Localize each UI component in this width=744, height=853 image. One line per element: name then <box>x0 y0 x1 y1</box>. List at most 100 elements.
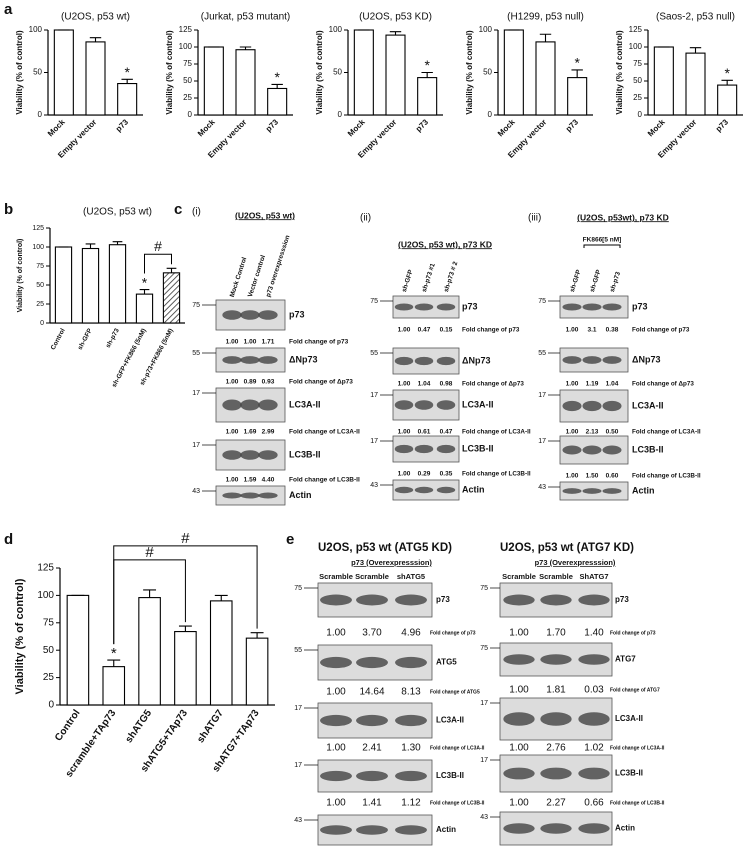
fold-value: 2.99 <box>262 429 275 436</box>
blot-band <box>436 400 456 410</box>
x-tick-label: Control <box>50 327 67 351</box>
bracket-label: # <box>181 530 190 547</box>
lane-label: Scramble <box>539 572 573 581</box>
protein-label: Actin <box>615 824 635 833</box>
significance-star: * <box>111 645 117 662</box>
y-tick-label: 100 <box>329 25 343 34</box>
y-tick-label: 0 <box>188 110 193 119</box>
blot-band <box>395 656 427 669</box>
blot-band <box>414 486 434 494</box>
size-marker: 17 <box>192 442 200 449</box>
blot-band <box>240 492 260 499</box>
protein-label: ATG5 <box>436 658 457 667</box>
x-tick-label: shATG7 <box>195 708 226 745</box>
treatment-label: p73 (Overexpresssion) <box>535 558 616 567</box>
fold-label: Fold change of p73 <box>430 630 476 636</box>
fold-label: Fold change of ATG5 <box>430 689 480 695</box>
size-marker: 75 <box>294 585 302 592</box>
y-axis-label: Viability (% of control) <box>14 578 26 694</box>
error-bar <box>178 625 192 632</box>
error-bar <box>107 659 121 667</box>
blot-band <box>394 400 414 410</box>
blot-band <box>320 770 352 782</box>
fold-value: 0.89 <box>244 379 257 386</box>
bracket-label: # <box>154 238 162 254</box>
blot-band <box>258 450 278 460</box>
x-tick-label: Mock <box>646 117 667 138</box>
blot-band <box>503 767 535 780</box>
bar <box>53 29 74 116</box>
blot-band <box>240 450 260 460</box>
treatment-label: p73 (Overexpresssion) <box>351 558 432 567</box>
blot-band <box>320 594 352 606</box>
x-tick-label: sh-p73 <box>105 327 121 349</box>
blot-band <box>503 654 535 665</box>
significance-star: * <box>274 69 280 85</box>
blot-band <box>578 712 610 726</box>
blot-band <box>414 303 434 311</box>
y-tick-label: 50 <box>333 68 342 77</box>
protein-label: ΔNp73 <box>289 354 317 364</box>
error-bar <box>166 267 177 273</box>
protein-label: LC3A-II <box>632 400 664 410</box>
blot-band <box>320 656 352 669</box>
significance-star: * <box>142 274 148 290</box>
fold-label: Fold change of LC3A-II <box>610 745 665 751</box>
lane-label: shATG5 <box>397 572 425 581</box>
blot-band <box>394 486 414 494</box>
fold-value: 1.00 <box>509 628 529 639</box>
fold-value: 1.00 <box>244 339 257 346</box>
error-bar <box>389 31 402 36</box>
bar <box>117 83 138 116</box>
blot-band <box>258 356 278 364</box>
x-tick-label: shATG5 <box>124 708 155 745</box>
fold-value: 1.00 <box>398 327 411 334</box>
blot-band <box>562 488 582 494</box>
y-axis-label: Viability (% of control) <box>15 30 24 115</box>
bar <box>102 666 126 706</box>
lane-label: sh-GFP <box>401 268 415 293</box>
size-marker: 17 <box>294 705 302 712</box>
blot-band <box>503 712 535 726</box>
fold-value: 0.03 <box>584 685 604 696</box>
y-tick-label: 0 <box>338 110 343 119</box>
bar <box>162 272 181 324</box>
error-bar <box>143 589 157 598</box>
y-tick-label: 25 <box>36 301 44 308</box>
fold-value: 1.00 <box>398 471 411 478</box>
protein-label: LC3A-II <box>615 714 643 723</box>
protein-label: ATG7 <box>615 655 636 664</box>
lane-label: sh-GFP <box>589 268 603 293</box>
fold-value: 1.00 <box>398 381 411 388</box>
y-tick-label: 25 <box>633 93 642 102</box>
blot-band <box>540 767 572 780</box>
blot-band <box>356 825 388 835</box>
fold-label: Fold change of LC3B-II <box>632 473 701 480</box>
x-tick-label: p73 <box>264 117 281 134</box>
blot-band <box>240 356 260 364</box>
lane-label: p73 overexpresssion <box>265 234 292 298</box>
blot-band <box>222 310 242 320</box>
treatment-label: FK866[5 nM] <box>583 237 622 244</box>
protein-label: p73 <box>289 309 305 319</box>
y-axis-label: Viability (% of control) <box>465 30 474 115</box>
fold-value: 3.70 <box>362 628 382 639</box>
lane-label: ShATG7 <box>579 572 608 581</box>
y-tick-label: 125 <box>37 563 54 574</box>
error-bar <box>250 632 264 639</box>
blot-band <box>540 594 572 606</box>
chart-title: (U2OS, p53 wt) <box>61 12 130 23</box>
blot-band <box>562 303 582 311</box>
protein-label: Actin <box>462 484 485 494</box>
blot-title: (U2OS, p53wt), p73 KD <box>577 212 669 222</box>
fold-value: 4.40 <box>262 477 275 484</box>
x-tick-label: Mock <box>196 117 217 138</box>
blot-band <box>602 356 622 364</box>
y-tick-label: 125 <box>32 225 44 232</box>
blot-band <box>602 488 622 494</box>
size-marker: 75 <box>192 302 200 309</box>
blot-band <box>602 445 622 455</box>
x-tick-label: Mock <box>496 117 517 138</box>
